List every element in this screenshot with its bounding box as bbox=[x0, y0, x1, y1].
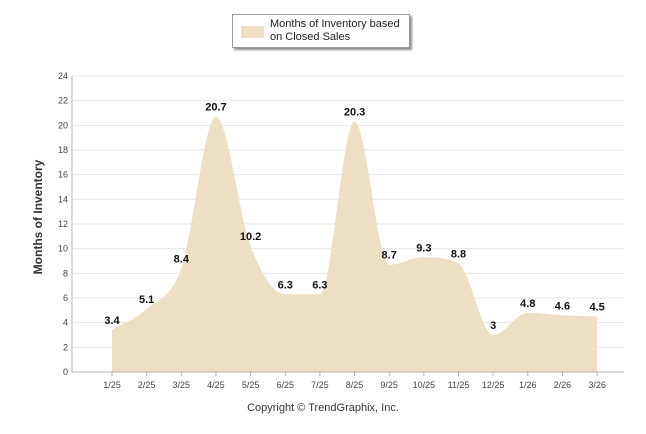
data-label: 10.2 bbox=[240, 231, 261, 243]
y-tick-label: 4 bbox=[63, 318, 68, 328]
data-label: 6.3 bbox=[278, 279, 293, 291]
y-tick-label: 22 bbox=[58, 96, 68, 106]
y-tick-label: 18 bbox=[58, 145, 68, 155]
data-label: 6.3 bbox=[312, 279, 327, 291]
x-tick-label: 3/25 bbox=[173, 380, 191, 390]
x-tick-label: 1/25 bbox=[103, 380, 121, 390]
data-label: 8.8 bbox=[451, 248, 466, 260]
y-tick-label: 10 bbox=[58, 244, 68, 254]
copyright-text: Copyright © TrendGraphix, Inc. bbox=[247, 402, 399, 414]
area-series bbox=[112, 116, 598, 372]
y-tick-label: 0 bbox=[63, 367, 68, 377]
legend: Months of Inventory based on Closed Sale… bbox=[232, 14, 410, 48]
x-tick-label: 6/25 bbox=[276, 380, 294, 390]
data-label: 20.7 bbox=[205, 102, 226, 114]
x-tick-label: 8/25 bbox=[346, 380, 364, 390]
y-tick-label: 6 bbox=[63, 293, 68, 303]
x-tick-label: 2/26 bbox=[554, 380, 572, 390]
y-tick-label: 8 bbox=[63, 268, 68, 278]
y-tick-label: 2 bbox=[63, 342, 68, 352]
data-label: 3 bbox=[490, 320, 496, 332]
legend-swatch bbox=[241, 26, 264, 38]
x-tick-label: 12/25 bbox=[482, 380, 505, 390]
data-label: 8.4 bbox=[174, 253, 190, 265]
x-tick-label: 9/25 bbox=[380, 380, 398, 390]
x-tick-label: 1/26 bbox=[519, 380, 537, 390]
y-tick-label: 24 bbox=[58, 71, 68, 81]
data-label: 9.3 bbox=[416, 242, 431, 254]
x-tick-label: 3/26 bbox=[588, 380, 606, 390]
data-label: 5.1 bbox=[139, 294, 154, 306]
x-tick-label: 11/25 bbox=[448, 380, 470, 390]
axes bbox=[71, 76, 624, 376]
legend-label: Months of Inventory based on Closed Sale… bbox=[270, 18, 400, 43]
data-label: 3.4 bbox=[104, 315, 120, 327]
y-tick-label: 16 bbox=[58, 170, 68, 180]
x-tick-label: 10/25 bbox=[413, 380, 436, 390]
x-tick-label: 4/25 bbox=[207, 380, 225, 390]
data-label: 4.6 bbox=[555, 300, 570, 312]
data-label: 8.7 bbox=[382, 250, 397, 262]
x-tick-label: 5/25 bbox=[242, 380, 260, 390]
x-tick-label: 7/25 bbox=[311, 380, 329, 390]
data-label: 4.5 bbox=[589, 302, 604, 314]
y-axis-title: Months of Inventory bbox=[31, 159, 45, 274]
x-tick-label: 2/25 bbox=[138, 380, 156, 390]
y-tick-label: 14 bbox=[58, 194, 68, 204]
data-label: 20.3 bbox=[344, 107, 365, 119]
x-tick-labels: 1/25 2/25 3/25 4/25 5/25 6/25 7/25 8/25 9/25 10/2… bbox=[103, 380, 606, 390]
data-labels: 3.4 5.1 8.4 20.7 10.2 6.3 6.3 20.3 8.7 9.3 8.8 3 4.8… bbox=[104, 102, 604, 332]
data-label: 4.8 bbox=[520, 298, 535, 310]
y-tick-label: 20 bbox=[58, 120, 68, 130]
y-tick-label: 12 bbox=[58, 219, 68, 229]
area-fill bbox=[112, 116, 598, 372]
